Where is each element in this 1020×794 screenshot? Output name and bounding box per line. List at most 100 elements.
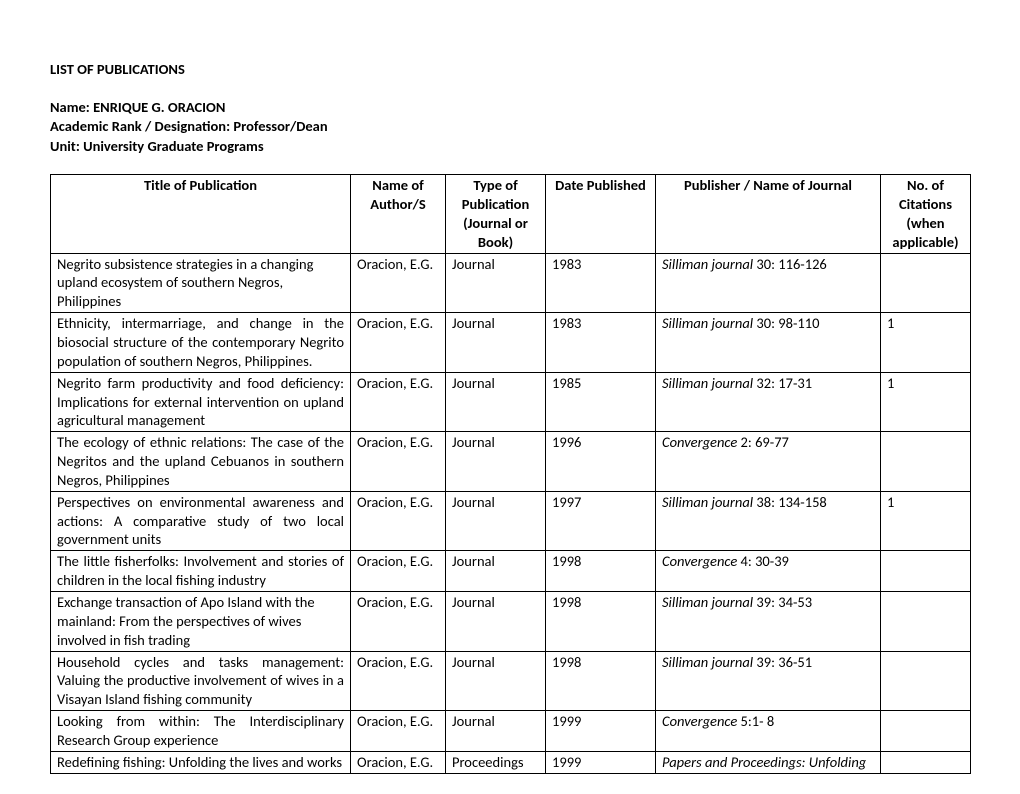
cell-title: Ethnicity, intermarriage, and change in … bbox=[51, 313, 351, 373]
cell-publisher: Silliman journal 30: 116-126 bbox=[656, 253, 881, 313]
cell-publisher: Silliman journal 39: 34-53 bbox=[656, 591, 881, 651]
cell-type: Journal bbox=[446, 313, 546, 373]
publisher-detail: 32: 17-31 bbox=[753, 374, 812, 392]
unit-line: Unit: University Graduate Programs bbox=[50, 137, 970, 157]
cell-citations bbox=[881, 711, 971, 752]
cell-publisher: Silliman journal 30: 98-110 bbox=[656, 313, 881, 373]
table-row: The ecology of ethnic relations: The cas… bbox=[51, 432, 971, 492]
publisher-detail: 39: 34-53 bbox=[753, 593, 812, 611]
col-header-author: Name of Author/S bbox=[351, 175, 446, 253]
cell-publisher: Convergence 4: 30-39 bbox=[656, 551, 881, 592]
cell-type: Journal bbox=[446, 551, 546, 592]
cell-author: Oracion, E.G. bbox=[351, 313, 446, 373]
cell-author: Oracion, E.G. bbox=[351, 432, 446, 492]
cell-title: Exchange transaction of Apo Island with … bbox=[51, 591, 351, 651]
table-row: The little fisherfolks: Involvement and … bbox=[51, 551, 971, 592]
cell-publisher: Convergence 2: 69-77 bbox=[656, 432, 881, 492]
cell-citations bbox=[881, 432, 971, 492]
cell-title: The ecology of ethnic relations: The cas… bbox=[51, 432, 351, 492]
cell-publisher: Convergence 5:1- 8 bbox=[656, 711, 881, 752]
col-header-publisher: Publisher / Name of Journal bbox=[656, 175, 881, 253]
publisher-journal-name: Silliman journal bbox=[662, 653, 753, 671]
cell-date: 1999 bbox=[546, 711, 656, 752]
publisher-journal-name: Convergence bbox=[662, 433, 737, 451]
cell-title: Perspectives on environmental awareness … bbox=[51, 491, 351, 551]
publisher-journal-name: Papers and Proceedings: Unfolding bbox=[662, 753, 866, 771]
publisher-journal-name: Silliman journal bbox=[662, 493, 753, 511]
rank-line: Academic Rank / Designation: Professor/D… bbox=[50, 117, 970, 137]
cell-author: Oracion, E.G. bbox=[351, 751, 446, 773]
publisher-detail: 38: 134-158 bbox=[753, 493, 827, 511]
cell-citations: 1 bbox=[881, 372, 971, 432]
cell-type: Journal bbox=[446, 591, 546, 651]
table-row: Exchange transaction of Apo Island with … bbox=[51, 591, 971, 651]
cell-citations bbox=[881, 253, 971, 313]
table-row: Negrito farm productivity and food defic… bbox=[51, 372, 971, 432]
table-header-row: Title of Publication Name of Author/S Ty… bbox=[51, 175, 971, 253]
table-row: Perspectives on environmental awareness … bbox=[51, 491, 971, 551]
col-header-title: Title of Publication bbox=[51, 175, 351, 253]
spacer bbox=[50, 80, 970, 98]
cell-author: Oracion, E.G. bbox=[351, 372, 446, 432]
cell-citations: 1 bbox=[881, 491, 971, 551]
cell-title: Household cycles and tasks management: V… bbox=[51, 651, 351, 711]
name-value: ENRIQUE G. ORACION bbox=[93, 98, 225, 116]
cell-type: Journal bbox=[446, 491, 546, 551]
cell-publisher: Silliman journal 38: 134-158 bbox=[656, 491, 881, 551]
cell-citations bbox=[881, 651, 971, 711]
cell-type: Proceedings bbox=[446, 751, 546, 773]
cell-type: Journal bbox=[446, 651, 546, 711]
unit-value: University Graduate Programs bbox=[83, 137, 264, 155]
cell-publisher: Silliman journal 39: 36-51 bbox=[656, 651, 881, 711]
cell-date: 1983 bbox=[546, 253, 656, 313]
table-row: Negrito subsistence strategies in a chan… bbox=[51, 253, 971, 313]
cell-date: 1983 bbox=[546, 313, 656, 373]
publisher-journal-name: Silliman journal bbox=[662, 314, 753, 332]
cell-date: 1998 bbox=[546, 651, 656, 711]
publications-table: Title of Publication Name of Author/S Ty… bbox=[50, 174, 971, 773]
name-label: Name: bbox=[50, 98, 93, 116]
cell-citations bbox=[881, 591, 971, 651]
publisher-journal-name: Convergence bbox=[662, 712, 737, 730]
name-line: Name: ENRIQUE G. ORACION bbox=[50, 98, 970, 118]
publisher-journal-name: Silliman journal bbox=[662, 593, 753, 611]
table-row: Redefining fishing: Unfolding the lives … bbox=[51, 751, 971, 773]
col-header-citations: No. of Citations (when applicable) bbox=[881, 175, 971, 253]
publisher-journal-name: Convergence bbox=[662, 552, 737, 570]
cell-author: Oracion, E.G. bbox=[351, 551, 446, 592]
cell-type: Journal bbox=[446, 253, 546, 313]
cell-type: Journal bbox=[446, 372, 546, 432]
cell-title: Negrito subsistence strategies in a chan… bbox=[51, 253, 351, 313]
cell-author: Oracion, E.G. bbox=[351, 711, 446, 752]
cell-date: 1997 bbox=[546, 491, 656, 551]
publisher-journal-name: Silliman journal bbox=[662, 374, 753, 392]
cell-type: Journal bbox=[446, 432, 546, 492]
publisher-detail: 4: 30-39 bbox=[737, 552, 789, 570]
col-header-type: Type of Publication (Journal or Book) bbox=[446, 175, 546, 253]
table-row: Ethnicity, intermarriage, and change in … bbox=[51, 313, 971, 373]
publisher-detail: 5:1- 8 bbox=[737, 712, 774, 730]
cell-title: Negrito farm productivity and food defic… bbox=[51, 372, 351, 432]
cell-title: Redefining fishing: Unfolding the lives … bbox=[51, 751, 351, 773]
cell-citations: 1 bbox=[881, 313, 971, 373]
cell-date: 1985 bbox=[546, 372, 656, 432]
cell-author: Oracion, E.G. bbox=[351, 253, 446, 313]
table-row: Household cycles and tasks management: V… bbox=[51, 651, 971, 711]
cell-title: The little fisherfolks: Involvement and … bbox=[51, 551, 351, 592]
cell-date: 1998 bbox=[546, 591, 656, 651]
publisher-detail: 2: 69-77 bbox=[737, 433, 789, 451]
cell-date: 1996 bbox=[546, 432, 656, 492]
cell-citations bbox=[881, 751, 971, 773]
cell-title: Looking from within: The Interdisciplina… bbox=[51, 711, 351, 752]
cell-author: Oracion, E.G. bbox=[351, 491, 446, 551]
cell-citations bbox=[881, 551, 971, 592]
table-row: Looking from within: The Interdisciplina… bbox=[51, 711, 971, 752]
cell-author: Oracion, E.G. bbox=[351, 591, 446, 651]
publisher-detail: 39: 36-51 bbox=[753, 653, 812, 671]
cell-date: 1998 bbox=[546, 551, 656, 592]
publisher-journal-name: Silliman journal bbox=[662, 255, 753, 273]
cell-author: Oracion, E.G. bbox=[351, 651, 446, 711]
cell-publisher: Papers and Proceedings: Unfolding bbox=[656, 751, 881, 773]
cell-type: Journal bbox=[446, 711, 546, 752]
doc-title: LIST OF PUBLICATIONS bbox=[50, 60, 970, 80]
